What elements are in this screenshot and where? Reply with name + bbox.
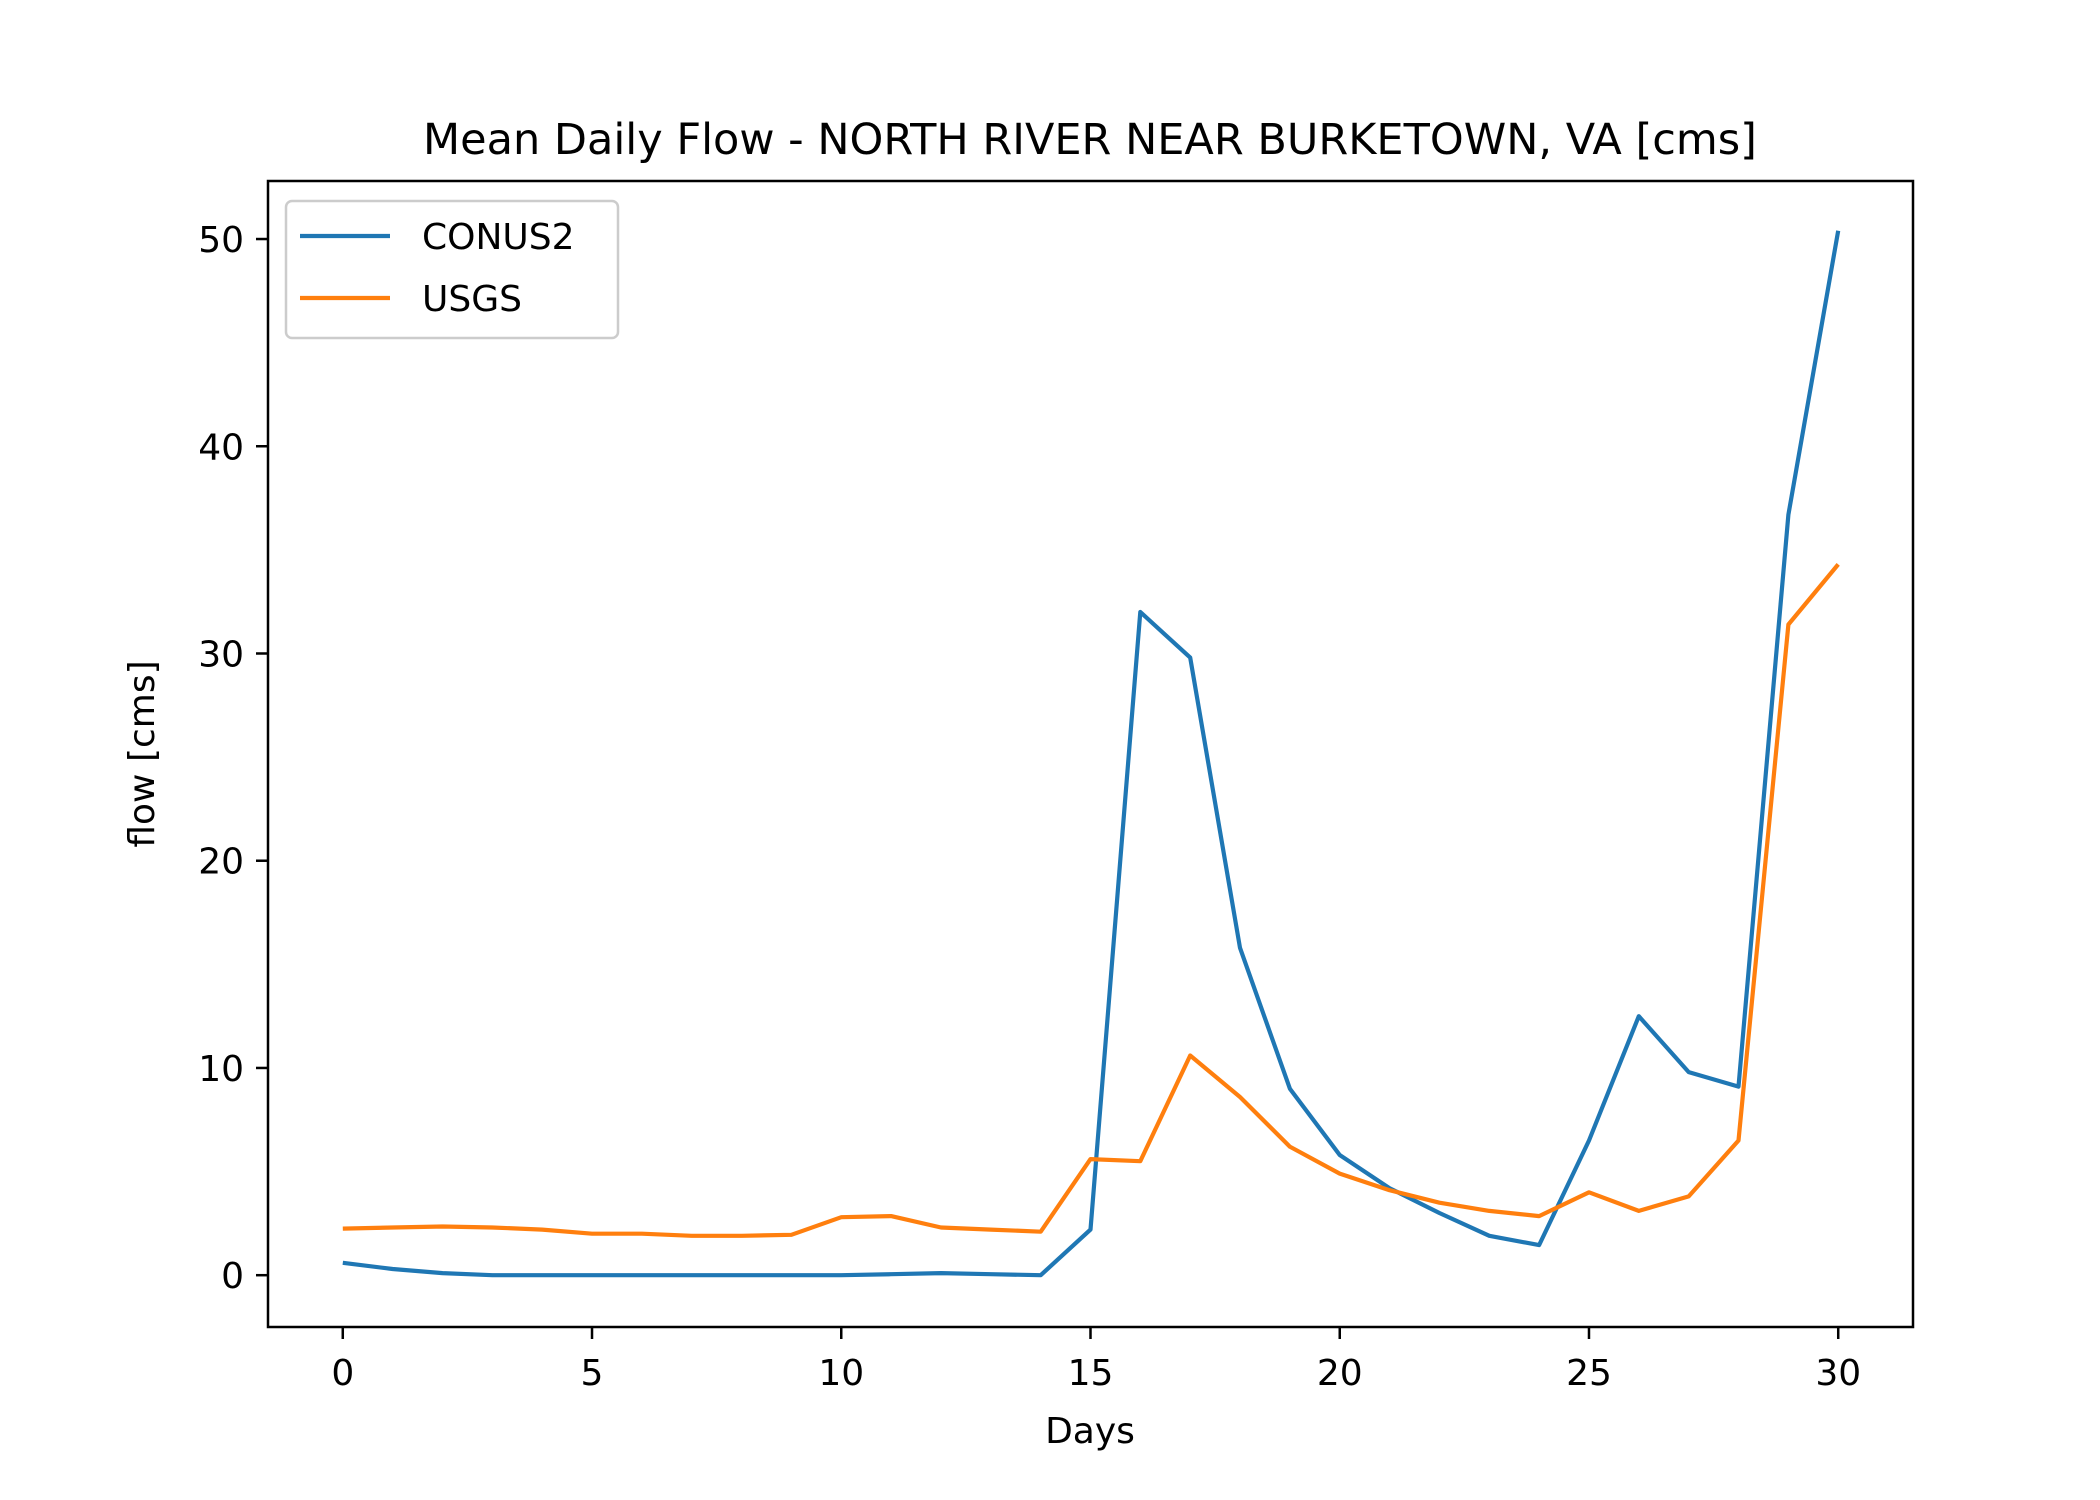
y-tick-label: 50 [198,220,244,261]
x-tick-label: 25 [1566,1353,1612,1394]
series-line-conus2 [342,230,1841,1278]
legend-label-usgs: USGS [422,279,522,320]
x-tick-label: 20 [1317,1353,1363,1394]
x-axis: 0 5 10 15 20 25 30 [331,1327,1861,1394]
y-tick-label: 40 [198,427,244,468]
legend: CONUS2 USGS [284,199,620,340]
series-line-usgs [342,563,1840,1238]
legend-label-conus2: CONUS2 [422,217,575,258]
x-axis-label: Days [1045,1411,1135,1452]
x-tick-label: 5 [581,1353,604,1394]
x-tick-label: 0 [331,1353,354,1394]
x-tick-label: 30 [1815,1353,1861,1394]
x-tick-label: 10 [818,1353,864,1394]
y-axis: 0 10 20 30 40 50 [198,220,268,1297]
plot-frame [266,179,1915,1329]
y-tick-label: 20 [198,842,244,883]
y-axis-label: flow [cms] [122,660,163,847]
x-tick-label: 15 [1068,1353,1114,1394]
y-tick-label: 0 [221,1256,244,1297]
chart-title: Mean Daily Flow - NORTH RIVER NEAR BURKE… [423,115,1757,165]
series-layer [342,230,1841,1278]
y-tick-label: 30 [198,634,244,675]
y-tick-label: 10 [198,1049,244,1090]
